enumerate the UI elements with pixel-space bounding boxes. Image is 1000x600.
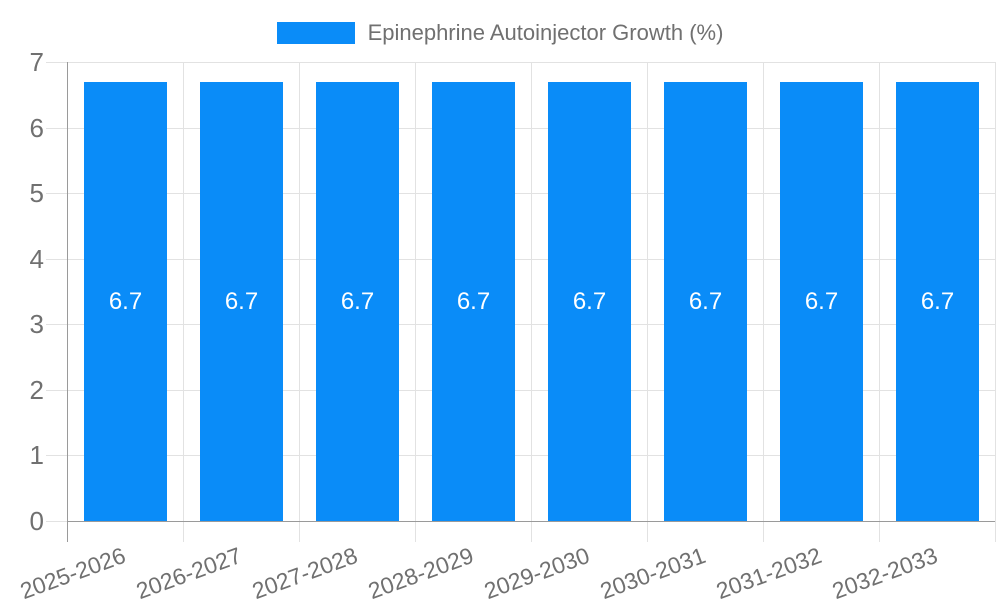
x-tick-mark bbox=[995, 521, 996, 542]
y-grid-line bbox=[46, 390, 995, 391]
legend: Epinephrine Autoinjector Growth (%) bbox=[0, 20, 1000, 46]
x-tick-mark bbox=[879, 521, 880, 542]
bar[interactable] bbox=[896, 82, 979, 521]
bar-value-label: 6.7 bbox=[108, 288, 143, 315]
bar-value-label: 6.7 bbox=[572, 288, 607, 315]
y-tick-label: 6 bbox=[29, 113, 44, 143]
x-grid-line bbox=[531, 62, 532, 521]
y-grid-line bbox=[46, 455, 995, 456]
y-tick-label: 0 bbox=[29, 506, 44, 536]
bar[interactable] bbox=[432, 82, 515, 521]
y-tick-label: 3 bbox=[29, 309, 44, 339]
x-grid-line bbox=[299, 62, 300, 521]
bar[interactable] bbox=[316, 82, 399, 521]
y-tick-label: 7 bbox=[29, 47, 44, 77]
x-grid-line bbox=[647, 62, 648, 521]
x-tick-mark bbox=[183, 521, 184, 542]
bar[interactable] bbox=[664, 82, 747, 521]
bar-value-label: 6.7 bbox=[920, 288, 955, 315]
legend-item[interactable]: Epinephrine Autoinjector Growth (%) bbox=[276, 20, 724, 46]
x-tick-label: 2032-2033 bbox=[828, 542, 941, 600]
y-tick-label: 2 bbox=[29, 375, 44, 405]
bar-value-label: 6.7 bbox=[688, 288, 723, 315]
y-tick-label: 5 bbox=[29, 178, 44, 208]
x-tick-mark bbox=[415, 521, 416, 542]
x-tick-label: 2029-2030 bbox=[480, 542, 593, 600]
bar-value-label: 6.7 bbox=[224, 288, 259, 315]
x-grid-line bbox=[879, 62, 880, 521]
legend-swatch-icon bbox=[276, 22, 355, 44]
bar-value-label: 6.7 bbox=[340, 288, 375, 315]
x-axis-line bbox=[67, 521, 995, 522]
bar[interactable] bbox=[84, 82, 167, 521]
bar[interactable] bbox=[548, 82, 631, 521]
legend-label: Epinephrine Autoinjector Growth (%) bbox=[367, 20, 724, 45]
x-grid-line bbox=[183, 62, 184, 521]
y-axis-line bbox=[67, 62, 68, 542]
y-grid-line bbox=[46, 62, 995, 63]
bar[interactable] bbox=[200, 82, 283, 521]
x-tick-mark bbox=[299, 521, 300, 542]
x-grid-line bbox=[995, 62, 996, 521]
x-tick-label: 2026-2027 bbox=[132, 542, 245, 600]
y-grid-line bbox=[46, 324, 995, 325]
y-grid-line bbox=[46, 193, 995, 194]
x-grid-line bbox=[415, 62, 416, 521]
bar[interactable] bbox=[780, 82, 863, 521]
x-tick-label: 2028-2029 bbox=[364, 542, 477, 600]
x-tick-mark bbox=[647, 521, 648, 542]
x-grid-line bbox=[763, 62, 764, 521]
bar-value-label: 6.7 bbox=[804, 288, 839, 315]
y-grid-line bbox=[46, 259, 995, 260]
y-grid-line bbox=[46, 128, 995, 129]
y-tick-label: 4 bbox=[29, 244, 44, 274]
x-tick-label: 2025-2026 bbox=[16, 542, 129, 600]
bar-value-label: 6.7 bbox=[456, 288, 491, 315]
x-tick-label: 2027-2028 bbox=[248, 542, 361, 600]
x-tick-label: 2030-2031 bbox=[596, 542, 709, 600]
x-tick-label: 2031-2032 bbox=[712, 542, 825, 600]
y-tick-label: 1 bbox=[29, 440, 44, 470]
x-tick-mark bbox=[531, 521, 532, 542]
x-tick-mark bbox=[763, 521, 764, 542]
